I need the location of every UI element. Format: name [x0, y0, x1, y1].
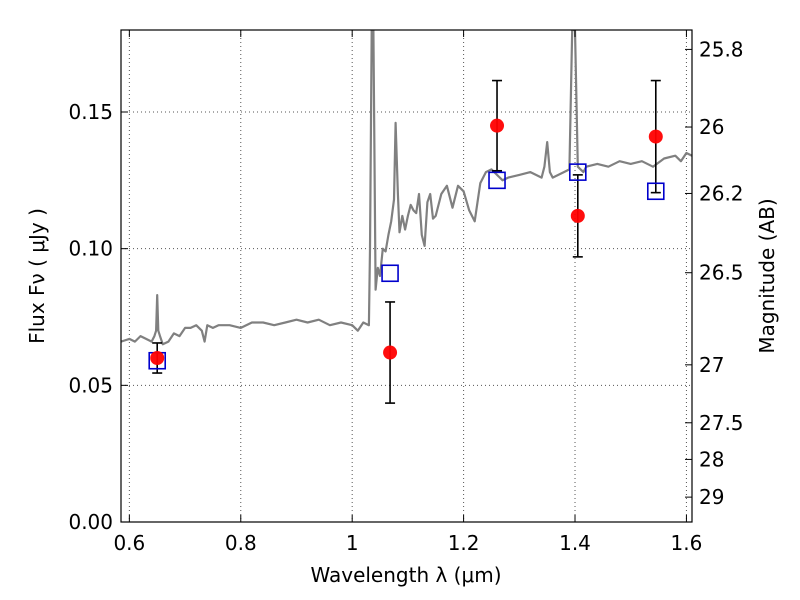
right-tick-label: 28 [699, 447, 724, 471]
right-tick-label: 27.5 [699, 411, 744, 435]
observed-point [150, 351, 165, 365]
y-tick-label: 0.15 [68, 100, 113, 124]
observed-point [490, 118, 505, 133]
model-point [568, 163, 587, 181]
ticks: 0.6 0.8 1 1.2 1.4 1.6 0.00 0.05 0.10 0.15 25.8 26 26… [68, 30, 744, 555]
grid [121, 30, 692, 523]
x-tick-label: 1.4 [559, 531, 591, 555]
right-tick-label: 26.2 [699, 181, 744, 205]
x-tick-label: 1.6 [671, 531, 703, 555]
y-tick-label: 0.10 [68, 237, 113, 261]
spectrum-line [121, 30, 692, 346]
model-point [488, 171, 506, 190]
y-tick-label: 0.05 [68, 373, 113, 397]
plot-frame [120, 29, 693, 523]
marker-layer [148, 79, 665, 404]
x-tick-label: 0.6 [113, 531, 145, 555]
right-tick-label: 25.8 [699, 37, 744, 61]
right-tick-label: 26 [699, 115, 724, 139]
x-tick-label: 1 [346, 531, 359, 555]
x-tick-label: 0.8 [225, 531, 257, 555]
observed-point [383, 345, 398, 360]
right-tick-label: 27 [699, 353, 724, 377]
x-axis-label: Wavelength λ (μm) [310, 563, 501, 587]
y-axis-label: Flux Fν ( μJy ) [25, 208, 49, 344]
observed-point [648, 129, 663, 144]
x-tick-label: 1.2 [448, 531, 480, 555]
observed-point [570, 208, 585, 223]
spectrum-layer [121, 30, 692, 346]
model-point [646, 182, 665, 201]
y-tick-label: 0.00 [68, 510, 113, 534]
model-point [381, 264, 399, 283]
y-axis-right-label: Magnitude (AB) [755, 198, 779, 353]
right-tick-label: 29 [699, 485, 724, 509]
right-tick-label: 26.5 [699, 261, 744, 285]
